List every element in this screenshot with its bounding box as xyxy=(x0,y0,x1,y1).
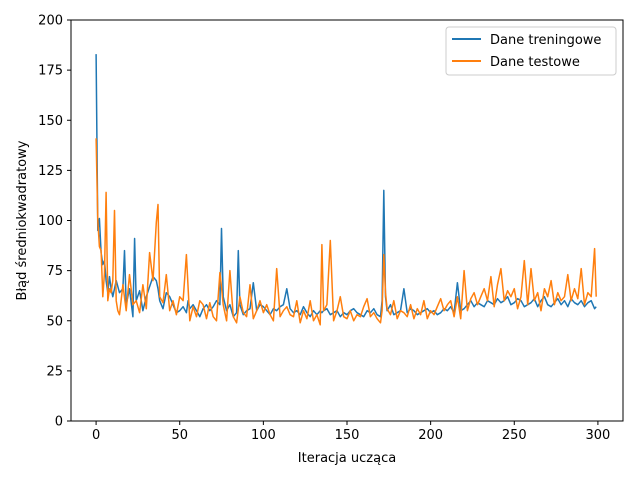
x-tick-label: 0 xyxy=(92,428,100,443)
x-tick-label: 250 xyxy=(502,428,527,443)
x-tick-label: 200 xyxy=(418,428,443,443)
y-tick-label: 25 xyxy=(46,364,63,379)
y-tick-label: 100 xyxy=(38,214,63,229)
y-tick-label: 125 xyxy=(38,164,63,179)
series-line-test xyxy=(95,138,597,326)
x-tick-label: 300 xyxy=(585,428,610,443)
legend-box xyxy=(445,26,617,76)
x-tick-label: 50 xyxy=(171,428,188,443)
axis-ticks: 0 50 100 150 200 250 300 0 25 50 75 100 125 150 175 200 xyxy=(38,14,610,444)
y-tick-label: 0 xyxy=(55,415,63,430)
legend: Dane treningowe Dane testowe xyxy=(445,26,617,76)
legend-label-train: Dane treningowe xyxy=(490,33,601,48)
y-tick-label: 150 xyxy=(38,114,63,129)
y-tick-label: 50 xyxy=(46,314,63,329)
y-tick-label: 200 xyxy=(38,14,63,29)
x-tick-label: 100 xyxy=(251,428,276,443)
y-tick-label: 75 xyxy=(46,264,63,279)
plot-area-frame xyxy=(70,19,624,422)
x-axis-label: Iteracja ucząca xyxy=(298,451,396,466)
series-line-train xyxy=(95,54,597,318)
x-tick-label: 150 xyxy=(335,428,360,443)
y-axis-label: Błąd średniokwadratowy xyxy=(15,140,30,300)
y-tick-label: 175 xyxy=(38,64,63,79)
series-lines xyxy=(95,54,597,326)
legend-label-test: Dane testowe xyxy=(490,55,580,70)
